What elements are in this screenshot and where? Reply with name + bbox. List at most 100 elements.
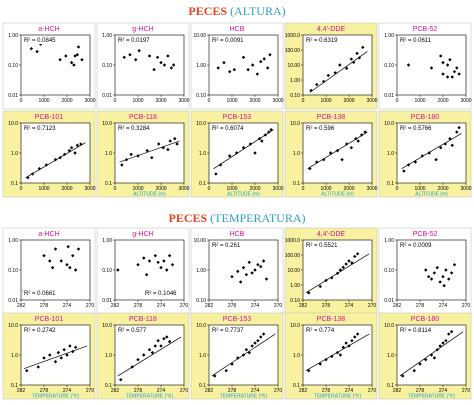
x-axis-title: ALTITUDE (m) <box>227 192 260 198</box>
x-tick-label: 2000 <box>249 186 260 192</box>
x-tick-label: 1000 <box>38 98 49 104</box>
y-tick-label: 0.1 <box>11 181 18 187</box>
x-tick-label: 270 <box>462 388 471 394</box>
data-point <box>73 54 77 58</box>
data-point <box>122 55 126 60</box>
data-point <box>318 284 322 289</box>
data-point <box>307 291 311 295</box>
r2-box <box>305 124 339 132</box>
y-tick-label: 10.0 <box>102 121 112 127</box>
x-tick-label: 2000 <box>343 98 354 104</box>
x-tick-label: 3000 <box>272 98 283 104</box>
r2-box <box>211 326 245 334</box>
x-axis-title: TEMPERATURE (°K) <box>126 394 174 400</box>
y-tick-label: 0.10 <box>290 298 300 304</box>
panel-title: PCB-52 <box>413 26 438 33</box>
data-point <box>167 339 172 344</box>
x-tick-label: 282 <box>17 303 26 309</box>
y-tick-label: 0.01 <box>8 93 18 99</box>
panel-title: 4,4'-DDE <box>317 231 346 238</box>
data-point <box>62 348 66 352</box>
data-point <box>228 69 232 74</box>
data-point <box>136 154 140 158</box>
r-squared-label: R² = 0.3284 <box>118 126 150 132</box>
y-tick-label: 0.01 <box>384 93 394 99</box>
r-squared-label: R² = 0.7737 <box>212 328 244 334</box>
data-point <box>162 63 167 67</box>
r2-box <box>399 36 433 44</box>
data-point <box>145 148 149 153</box>
data-point <box>228 154 232 158</box>
y-tick-label: 10.00 <box>193 238 206 244</box>
data-point <box>264 277 269 281</box>
data-point <box>75 143 80 148</box>
data-point <box>445 63 450 67</box>
x-tick-label: 282 <box>393 388 402 394</box>
x-tick-label: 3000 <box>366 186 377 192</box>
panel-title: PCB-138 <box>317 114 346 121</box>
panel-title: PCB-180 <box>411 316 440 323</box>
r2-box <box>305 326 339 334</box>
y-tick-label: 1.00 <box>290 283 300 289</box>
data-point <box>68 265 72 270</box>
data-point <box>73 151 77 155</box>
y-tick-label: 10.00 <box>287 268 300 274</box>
data-point <box>262 57 266 61</box>
r-squared-label: R² = 0.577 <box>118 328 147 334</box>
data-point <box>450 143 454 148</box>
data-point <box>354 136 358 141</box>
x-tick-label: 0 <box>302 186 305 192</box>
data-point <box>169 66 174 70</box>
r-squared-label: R² = 0.0197 <box>118 38 150 44</box>
r2-box <box>117 36 151 44</box>
data-point <box>250 344 254 348</box>
r2-box <box>23 36 57 44</box>
data-point <box>68 344 72 348</box>
x-tick-label: 282 <box>111 303 120 309</box>
y-tick-label: 1.0 <box>293 353 300 359</box>
data-point <box>162 259 166 263</box>
panel-top-4-4-dde: 4,4'-DDE 1000.0 100.00 10.00 1.00 0.100 1000 20… <box>285 22 378 110</box>
data-point <box>324 278 328 283</box>
data-point <box>434 157 438 162</box>
x-tick-label: 1000 <box>320 98 331 104</box>
y-tick-label: 0.1 <box>387 181 394 187</box>
x-tick-label: 3000 <box>272 186 283 192</box>
data-point <box>338 63 342 67</box>
data-point <box>153 253 157 258</box>
data-point <box>447 277 451 281</box>
data-point <box>259 59 263 64</box>
data-point <box>432 271 437 275</box>
data-point <box>44 163 48 167</box>
r2-box <box>399 326 433 334</box>
r-squared-label: R² = 0.0661 <box>24 291 56 297</box>
panel-title: g-HCH <box>132 26 153 33</box>
data-point <box>328 151 333 155</box>
x-tick-label: 270 <box>462 303 471 309</box>
panel-top-pcb-52: PCB-52 1.00 0.10 0.010 1000 2000 3000 R² = 0.06… <box>378 22 472 110</box>
y-tick-label: 0.1 <box>293 383 300 389</box>
x-axis-title: TEMPERATURE (°K) <box>408 394 456 400</box>
data-point <box>429 353 434 357</box>
r2-box <box>144 289 178 297</box>
data-point <box>441 60 445 65</box>
data-point <box>344 262 348 266</box>
data-point <box>42 253 46 258</box>
x-tick-label: 1000 <box>38 186 49 192</box>
x-tick-label: 2000 <box>249 98 260 104</box>
x-tick-label: 278 <box>322 303 331 309</box>
data-point <box>152 67 156 72</box>
data-point <box>335 350 340 355</box>
data-point <box>58 58 62 62</box>
r2-box <box>23 326 57 334</box>
data-point <box>340 157 344 162</box>
x-tick-label: 0 <box>396 98 399 104</box>
r-squared-label: R² = 0.2742 <box>24 328 56 334</box>
data-point <box>53 157 58 162</box>
data-point <box>116 268 120 272</box>
data-point <box>356 139 360 143</box>
data-point <box>322 79 326 84</box>
